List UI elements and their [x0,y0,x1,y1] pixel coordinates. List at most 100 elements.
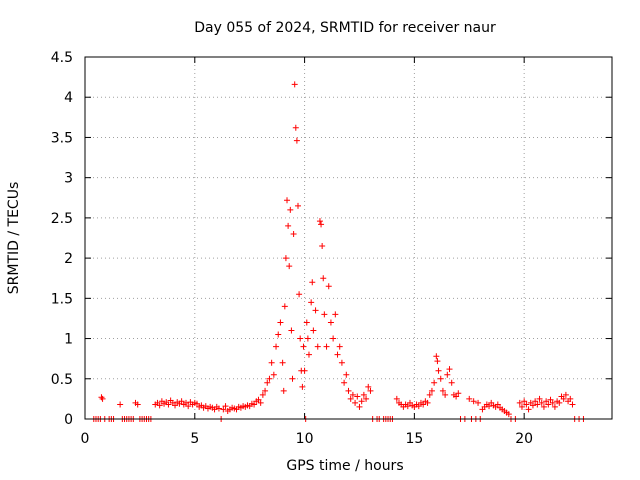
data-point [525,406,532,413]
data-point [523,401,530,408]
y-ticks: 0 0.5 1 1.5 2 2.5 3 3.5 4 4.5 [51,50,612,428]
data-point [296,291,303,298]
data-point [259,391,266,398]
y-tick-label: 3.5 [51,130,73,146]
data-point [453,393,460,400]
data-point [494,401,501,408]
data-point [301,367,308,374]
data-point [435,367,442,374]
data-point [222,403,229,410]
data-point [367,387,374,394]
data-point [352,399,359,406]
data-point [345,387,352,394]
data-point [304,335,311,342]
data-point [475,399,482,406]
data-point [268,359,275,366]
data-point [363,395,370,402]
data-point [319,243,326,250]
data-point [349,391,356,398]
data-point [336,343,343,350]
data-point [521,398,528,405]
data-point [293,137,300,144]
data-point [428,387,435,394]
data-point [543,398,550,405]
data-point [292,124,299,131]
data-point [532,398,539,405]
y-tick-label: 0.5 [51,372,73,388]
data-point [290,230,297,237]
data-point [356,403,363,410]
data-point [323,343,330,350]
data-point [534,401,541,408]
data-point [338,359,345,366]
data-point [266,375,273,382]
data-point [431,379,438,386]
data-point [486,403,493,410]
data-point [300,343,307,350]
data-point [215,405,222,412]
data-point [318,221,325,228]
data-point [294,202,301,209]
y-tick-label: 3 [64,171,73,187]
data-point [470,398,477,405]
y-tick-label: 2.5 [51,211,73,227]
x-tick-label: 20 [515,431,533,447]
data-point [288,327,295,334]
data-point [220,406,227,413]
data-point [320,275,327,282]
data-point [420,401,427,408]
data-point [434,358,441,365]
data-point [529,402,536,409]
data-point [358,398,365,405]
data-point [536,395,543,402]
data-point [275,331,282,338]
data-point [310,327,317,334]
data-point [562,391,569,398]
data-point [556,399,563,406]
data-point [437,375,444,382]
data-point [365,383,372,390]
plot-frame [84,56,613,420]
data-point [439,387,446,394]
data-point [446,366,453,373]
data-point [264,379,271,386]
data-point [297,335,304,342]
data-point [426,391,433,398]
data-point [117,401,124,408]
data-point [360,391,367,398]
data-points [90,81,587,422]
data-point [284,197,291,204]
x-tick-label: 15 [405,431,423,447]
data-point [287,206,294,213]
data-point [327,319,334,326]
x-tick-label: 10 [296,431,314,447]
data-point [316,218,323,225]
data-point [286,263,293,270]
data-point [334,351,341,358]
data-point [281,303,288,310]
data-point [134,401,141,408]
data-point [330,335,337,342]
data-point [569,401,576,408]
data-point [545,401,552,408]
data-point [448,379,455,386]
data-point [309,279,316,286]
data-point [172,402,179,409]
data-point [303,319,310,326]
data-point [343,371,350,378]
data-point [255,396,262,403]
data-point [442,391,449,398]
data-point [279,359,286,366]
y-tick-label: 1.5 [51,291,73,307]
y-tick-label: 1 [64,332,73,348]
data-point [325,283,332,290]
data-point [251,401,258,408]
data-point [183,399,190,406]
data-point [433,353,440,360]
data-point [291,81,298,88]
data-point [280,387,287,394]
data-point [567,395,574,402]
data-point [185,403,192,410]
data-point [540,403,547,410]
